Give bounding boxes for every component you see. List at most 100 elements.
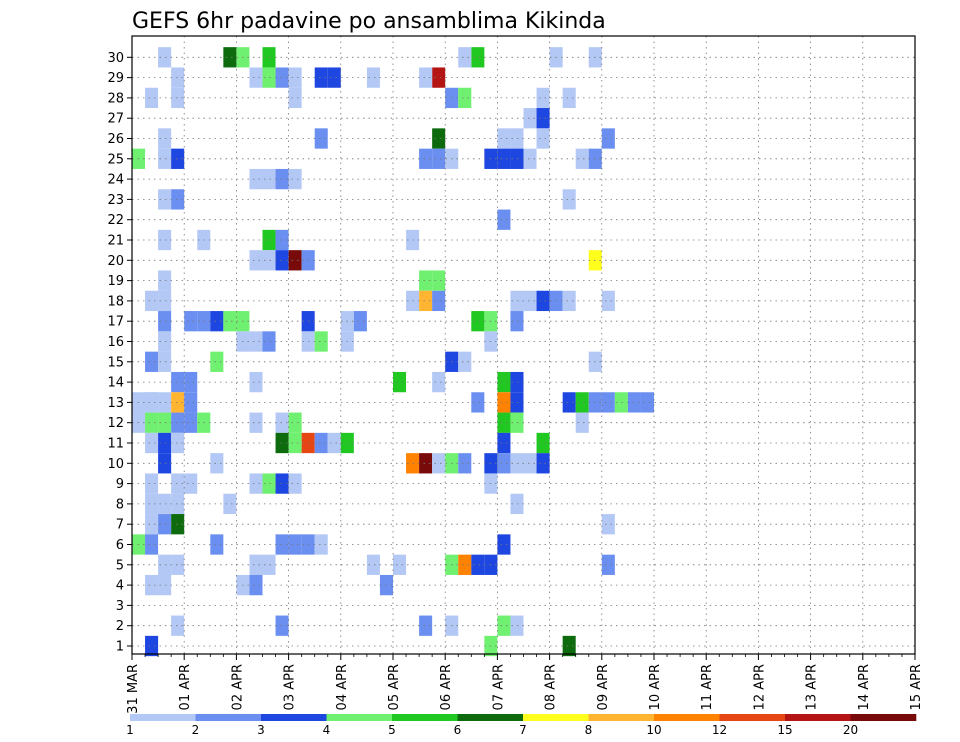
- heatmap-cell: [145, 412, 159, 433]
- heatmap-cell: [262, 47, 276, 68]
- heatmap-cell: [249, 331, 263, 352]
- colorbar: 1 2 3 4 5 6 7 8 10 12 15 20: [126, 714, 917, 737]
- colorbar-swatch: [719, 714, 786, 721]
- x-tick-label: 11 APR: [700, 664, 715, 710]
- x-axis: 31 MAR 01 APR 02 APR 03 APR 04 APR 05 APR 06 A…: [126, 654, 924, 714]
- y-tick-label: 21: [107, 234, 124, 249]
- heatmap-cell: [523, 453, 537, 474]
- heatmap-cell: [145, 493, 159, 515]
- heatmap-cell: [158, 432, 172, 454]
- heatmap-cell: [249, 67, 263, 88]
- y-tick-label: 6: [116, 538, 124, 553]
- heatmap-cell: [145, 87, 159, 109]
- y-tick-label: 3: [116, 599, 124, 614]
- heatmap-cell: [536, 108, 550, 129]
- heatmap-cell: [497, 453, 511, 474]
- heatmap-cell: [145, 392, 159, 413]
- y-tick-label: 2: [116, 619, 124, 634]
- y-tick-label: 22: [107, 213, 124, 228]
- heatmap-cell: [432, 67, 446, 88]
- colorbar-label: 1: [126, 723, 134, 737]
- heatmap-cell: [275, 534, 289, 555]
- x-tick-label: 31 MAR: [126, 664, 141, 714]
- x-tick-label: 04 APR: [335, 664, 350, 710]
- heatmap-cell: [158, 493, 172, 515]
- heatmap-cell: [158, 311, 172, 332]
- heatmap-cell: [288, 168, 302, 190]
- heatmap-cell: [262, 229, 276, 251]
- heatmap-cell: [171, 554, 185, 575]
- heatmap-cell: [210, 351, 224, 372]
- heatmap-cell: [575, 392, 589, 413]
- heatmap-cell: [171, 87, 185, 109]
- heatmap-cell: [171, 371, 185, 393]
- heatmap-cell: [314, 432, 328, 454]
- colorbar-swatch: [457, 714, 524, 721]
- heatmap-cell: [288, 67, 302, 88]
- heatmap-cell: [327, 67, 341, 88]
- heatmap-cell: [275, 67, 289, 88]
- colorbar-label: 8: [585, 723, 593, 737]
- heatmap-cell: [145, 351, 159, 372]
- heatmap-cell: [249, 473, 263, 494]
- grid-lines: [132, 36, 915, 654]
- y-tick-label: 16: [107, 335, 124, 350]
- heatmap-cell: [171, 432, 185, 454]
- colorbar-swatch: [261, 714, 327, 721]
- x-tick-label: 06 APR: [439, 664, 454, 710]
- heatmap-cell: [419, 290, 433, 312]
- heatmap-cell: [223, 311, 237, 332]
- heatmap-cell: [562, 189, 576, 210]
- heatmap-cell: [497, 128, 511, 149]
- heatmap-cell: [510, 493, 524, 515]
- heatmap-cell: [497, 209, 511, 230]
- x-tick-label: 02 APR: [230, 664, 245, 710]
- heatmap-cell: [314, 331, 328, 352]
- heatmap-cell: [458, 87, 472, 109]
- heatmap-cell: [275, 615, 289, 636]
- colorbar-label: 3: [257, 723, 265, 737]
- x-tick-label: 12 APR: [752, 664, 767, 710]
- heatmap-cell: [223, 493, 237, 515]
- y-tick-label: 12: [107, 416, 124, 431]
- x-tick-label: 09 APR: [596, 664, 611, 710]
- heatmap-cell: [249, 371, 263, 393]
- heatmap-cell: [562, 635, 576, 657]
- y-tick-label: 1: [116, 640, 124, 655]
- heatmap-cell: [510, 290, 524, 312]
- heatmap-cell: [523, 148, 537, 169]
- heatmap-cell: [432, 453, 446, 474]
- y-tick-label: 24: [107, 173, 124, 188]
- y-tick-label: 30: [107, 51, 124, 66]
- heatmap-cell: [145, 432, 159, 454]
- heatmap-cell: [275, 250, 289, 271]
- y-tick-label: 4: [116, 579, 124, 594]
- heatmap-cell: [262, 331, 276, 352]
- heatmap-cell: [575, 148, 589, 169]
- heatmap-cell: [432, 270, 446, 291]
- y-tick-label: 5: [116, 558, 124, 573]
- colorbar-label: 4: [323, 723, 331, 737]
- heatmap-cell: [184, 371, 198, 393]
- heatmap-cell: [249, 574, 263, 596]
- heatmap-cell: [249, 168, 263, 190]
- heatmap-cell: [145, 514, 159, 535]
- heatmap-cell: [314, 534, 328, 555]
- y-tick-label: 28: [107, 91, 124, 106]
- heatmap-cell: [262, 554, 276, 575]
- colorbar-swatch: [195, 714, 262, 721]
- heatmap-cell: [458, 351, 472, 372]
- y-tick-label: 11: [107, 437, 124, 452]
- heatmap-cell: [210, 534, 224, 555]
- heatmap-cell: [158, 128, 172, 149]
- heatmap-cell: [145, 290, 159, 312]
- heatmap-cell: [145, 574, 159, 596]
- heatmap-cell: [575, 412, 589, 433]
- chart-title: GEFS 6hr padavine po ansamblima Kikinda: [132, 9, 606, 34]
- heatmap-cell: [510, 392, 524, 413]
- y-tick-label: 19: [107, 274, 124, 289]
- y-tick-label: 14: [107, 376, 124, 391]
- heatmap-cell: [523, 290, 537, 312]
- heatmap-cell: [601, 514, 615, 535]
- heatmap-cell: [497, 148, 511, 169]
